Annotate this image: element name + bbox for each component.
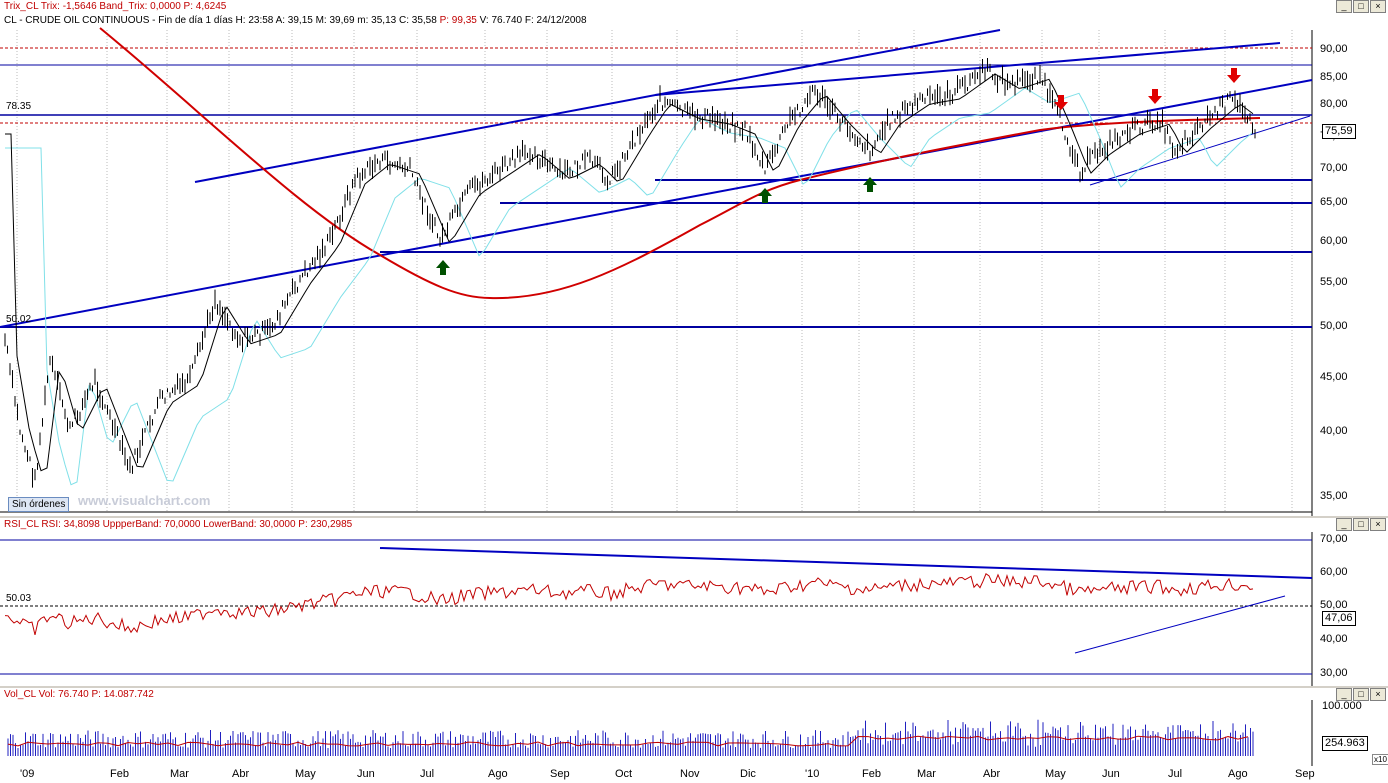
price-tick-label: 80,00 (1320, 98, 1348, 110)
buy-arrows (436, 177, 877, 275)
maximize-button[interactable]: □ (1353, 688, 1369, 701)
time-tick-label: Oct (615, 768, 633, 780)
price-tick-label: 85,00 (1320, 71, 1348, 83)
price-chart-svg (0, 27, 1313, 516)
time-tick-label: Abr (232, 768, 250, 780)
volume-chart-svg (7, 700, 1313, 766)
time-tick-label: May (295, 768, 316, 780)
sell-arrows (1054, 68, 1241, 110)
rsi-panel-window-buttons: _ □ × (1336, 518, 1386, 531)
price-panel-subtitle: CL - CRUDE OIL CONTINUOUS - Fin de día 1… (0, 14, 587, 27)
price-tick-label: 55,00 (1320, 276, 1348, 288)
time-tick-label: Jul (420, 768, 435, 780)
rsi-level-label: 50.03 (6, 593, 32, 604)
close-button[interactable]: × (1370, 0, 1386, 13)
time-tick-label: May (1045, 768, 1066, 780)
time-tick-label: Jun (357, 768, 375, 780)
price-panel-window-buttons: _ □ × (1336, 0, 1386, 13)
volume-multiplier: x10 (1372, 754, 1388, 765)
rsi-panel-title: RSI_CL RSI: 34,8098 UppperBand: 70,0000 … (4, 519, 353, 530)
trix-title-values: Trix: -1,5646 Band_Trix: 0,0000 P: 4,624… (40, 1, 227, 12)
time-tick-label: Feb (110, 768, 129, 780)
volume-panel-window-buttons: _ □ × (1336, 688, 1386, 701)
minimize-button[interactable]: _ (1336, 688, 1352, 701)
rsi-tick-label: 60,00 (1320, 566, 1348, 578)
price-tick-label: 45,00 (1320, 371, 1348, 383)
level-label-7835: 78.35 (6, 101, 32, 112)
time-tick-label: Jun (1102, 768, 1120, 780)
volume-last-value-box: 254.963 (1322, 736, 1368, 751)
time-tick-label: Sep (550, 768, 570, 780)
price-tick-label: 90,00 (1320, 43, 1348, 55)
price-chart-panel[interactable]: Trix_CL Trix: -1,5646 Band_Trix: 0,0000 … (0, 0, 1388, 516)
time-tick-label: Sep (1295, 768, 1315, 780)
time-tick-label: Ago (488, 768, 508, 780)
rsi-tick-label: 30,00 (1320, 667, 1348, 679)
price-tick-label: 35,00 (1320, 490, 1348, 502)
time-tick-label: Jul (1168, 768, 1183, 780)
rsi-chart-svg (0, 532, 1313, 686)
time-tick-label: Nov (680, 768, 700, 780)
rsi-last-value-box: 47,06 (1322, 611, 1356, 626)
instrument-name: CL - CRUDE OIL CONTINUOUS - Fin de día 1… (4, 15, 233, 26)
level-label-5002: 50.02 (6, 314, 32, 325)
time-tick-label: Feb (862, 768, 881, 780)
price-panel-title: Trix_CL Trix: -1,5646 Band_Trix: 0,0000 … (0, 0, 226, 13)
rsi-tick-label: 70,00 (1320, 533, 1348, 545)
time-tick-label: Mar (917, 768, 936, 780)
time-axis: '09 Feb Mar Abr May Jun Jul Ago Sep Oct Nov Dic '10 F… (0, 766, 1388, 783)
rsi-tick-label: 50,00 (1320, 599, 1348, 611)
volume-date: V: 76.740 F: 24/12/2008 (479, 15, 587, 26)
volume-panel-title: Vol_CL Vol: 76.740 P: 14.087.742 (4, 689, 154, 700)
minimize-button[interactable]: _ (1336, 0, 1352, 13)
last-price-box: 75,59 (1322, 124, 1356, 139)
close-button[interactable]: × (1370, 688, 1386, 701)
volume-panel[interactable]: Vol_CL Vol: 76.740 P: 14.087.742 _ □ × 1… (0, 688, 1388, 766)
time-tick-label: Abr (983, 768, 1001, 780)
p-value: P: 99,35 (439, 15, 477, 26)
watermark: www.visualchart.com (78, 493, 211, 508)
minimize-button[interactable]: _ (1336, 518, 1352, 531)
price-tick-label: 50,00 (1320, 320, 1348, 332)
status-badge[interactable]: Sin órdenes (8, 497, 70, 512)
time-tick-label: Ago (1228, 768, 1248, 780)
rsi-panel[interactable]: RSI_CL RSI: 34,8098 UppperBand: 70,0000 … (0, 518, 1388, 686)
price-tick-label: 60,00 (1320, 235, 1348, 247)
price-tick-label: 40,00 (1320, 425, 1348, 437)
rsi-tick-label: 40,00 (1320, 633, 1348, 645)
price-tick-label: 70,00 (1320, 162, 1348, 174)
maximize-button[interactable]: □ (1353, 0, 1369, 13)
time-tick-label: Mar (170, 768, 189, 780)
close-button[interactable]: × (1370, 518, 1386, 531)
ohlc-values: H: 23:58 A: 39,15 M: 39,69 m: 35,13 C: 3… (235, 15, 437, 26)
volume-tick: 100.000 (1322, 700, 1362, 712)
price-tick-label: 65,00 (1320, 196, 1348, 208)
trix-title-prefix: Trix_CL (4, 1, 39, 12)
time-tick-label: '10 (805, 768, 820, 780)
maximize-button[interactable]: □ (1353, 518, 1369, 531)
time-tick-label: Dic (740, 768, 756, 780)
time-tick-label: '09 (20, 768, 35, 780)
